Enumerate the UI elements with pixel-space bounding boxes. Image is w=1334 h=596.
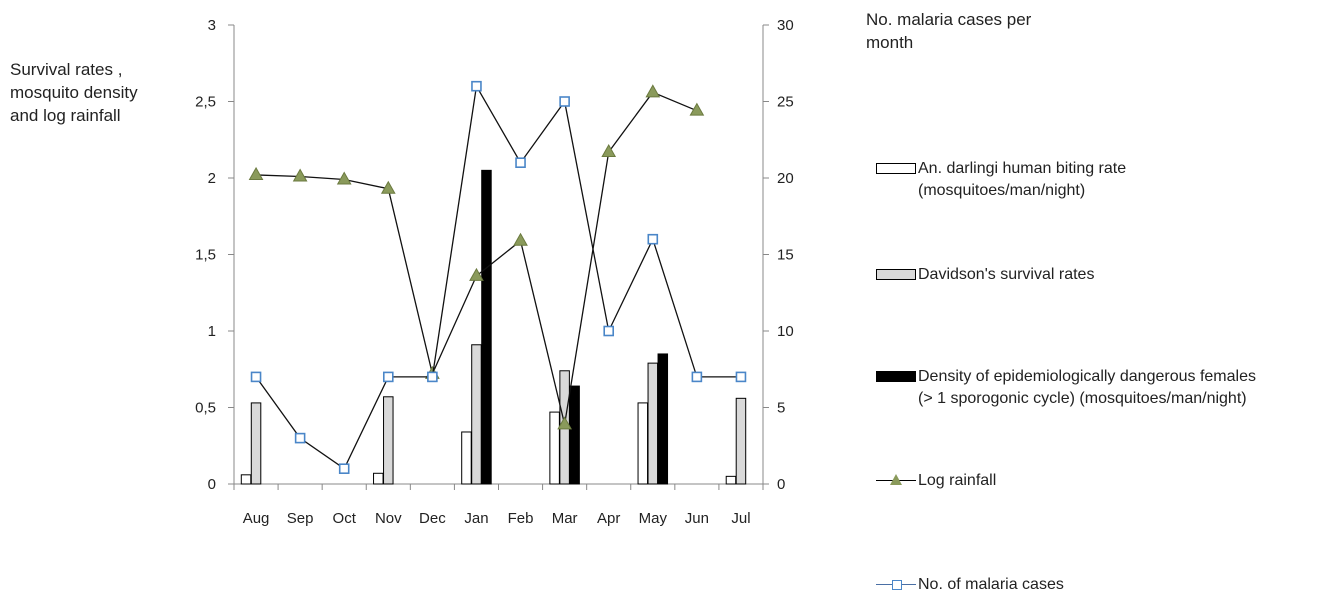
point-marker (559, 96, 570, 107)
y-left-tick-label: 1,5 (195, 247, 216, 264)
x-tick-label: Sep (287, 510, 314, 527)
bar (569, 385, 580, 485)
legend-item-dangerous-females: Density of epidemiologically dangerous f… (874, 366, 1256, 410)
legend-label-biting-rate: An. darlingi human biting rate (mosquito… (918, 160, 1127, 199)
legend-item-survival: Davidson's survival rates (874, 264, 1094, 286)
x-tick-label: Aug (243, 510, 270, 527)
bar (549, 411, 560, 485)
x-tick-label: Jan (464, 510, 488, 527)
bar (637, 402, 649, 485)
legend-swatch-dangerous-females (874, 366, 918, 388)
x-tick-label: Oct (333, 510, 357, 527)
bar (735, 397, 747, 485)
point-marker (248, 166, 264, 180)
y-right-tick-label: 5 (777, 400, 785, 417)
y-right-tick-label: 15 (777, 247, 794, 264)
legend-item-log-rainfall: Log rainfall (874, 470, 996, 492)
point-marker (513, 232, 528, 246)
point-marker (469, 267, 484, 281)
y-right-tick-label: 10 (777, 323, 794, 340)
y-left-tick-label: 2 (208, 170, 216, 187)
y-left-tick-label: 3 (208, 17, 216, 34)
y-left-tick-label: 0,5 (195, 400, 216, 417)
legend-label-malaria-cases: No. of malaria cases (918, 576, 1064, 593)
legend-label-log-rainfall: Log rainfall (918, 472, 997, 489)
bar (647, 362, 659, 485)
x-tick-label: May (639, 510, 668, 527)
y-right-tick-label: 20 (777, 170, 794, 187)
series-line (255, 84, 741, 470)
point-marker (380, 180, 396, 194)
y-axis-right-label: No. malaria cases per month (866, 10, 1032, 52)
point-marker (292, 168, 308, 182)
point-marker (557, 416, 572, 430)
legend-swatch-malaria-cases (874, 574, 918, 596)
legend-swatch-log-rainfall (874, 470, 918, 492)
bar (383, 396, 394, 485)
bar (373, 472, 384, 485)
point-marker (691, 371, 703, 383)
bar (240, 474, 252, 485)
y-left-tick-label: 0 (208, 476, 216, 493)
x-tick-label: Jul (731, 510, 750, 527)
bar (461, 431, 472, 485)
bar (481, 169, 492, 485)
y-left-tick-label: 2,5 (195, 94, 216, 111)
point-marker (427, 371, 438, 383)
point-marker (735, 371, 747, 383)
legend-item-malaria-cases: No. of malaria cases (874, 574, 1064, 596)
legend-swatch-survival (874, 264, 918, 286)
y-right-tick-label: 0 (777, 476, 785, 493)
x-tick-label: Dec (419, 510, 446, 527)
x-tick-label: Jun (685, 510, 709, 527)
legend-swatch-biting-rate (874, 158, 918, 180)
point-marker (250, 371, 262, 383)
point-marker (603, 325, 615, 337)
point-marker (338, 463, 350, 475)
bar (471, 344, 482, 485)
legend-label-survival: Davidson's survival rates (918, 266, 1095, 283)
point-marker (601, 143, 617, 157)
y-right-tick-label: 30 (777, 17, 794, 34)
lines-layer (248, 80, 747, 475)
x-tick-label: Nov (375, 510, 402, 527)
y-left-tick-label: 1 (208, 323, 216, 340)
bar (250, 402, 262, 485)
legend-label-dangerous-females: Density of epidemiologically dangerous f… (918, 368, 1256, 407)
point-marker (515, 157, 526, 168)
x-tick-label: Mar (552, 510, 578, 527)
point-marker (382, 371, 394, 383)
bars-layer (240, 169, 747, 485)
point-marker (336, 171, 352, 185)
y-axis-left-label: Survival rates , mosquito density and lo… (10, 60, 138, 125)
point-marker (471, 80, 482, 92)
bar (657, 353, 669, 485)
point-marker (294, 432, 306, 444)
bar (725, 475, 737, 485)
x-tick-label: Feb (508, 510, 534, 527)
legend-item-biting-rate: An. darlingi human biting rate (mosquito… (874, 158, 1126, 202)
legend: An. darlingi human biting rate (mosquito… (874, 0, 1334, 593)
point-marker (647, 233, 659, 245)
point-marker (689, 102, 705, 116)
point-marker (645, 84, 661, 98)
y-right-tick-label: 25 (777, 94, 794, 111)
x-tick-label: Apr (597, 510, 620, 527)
